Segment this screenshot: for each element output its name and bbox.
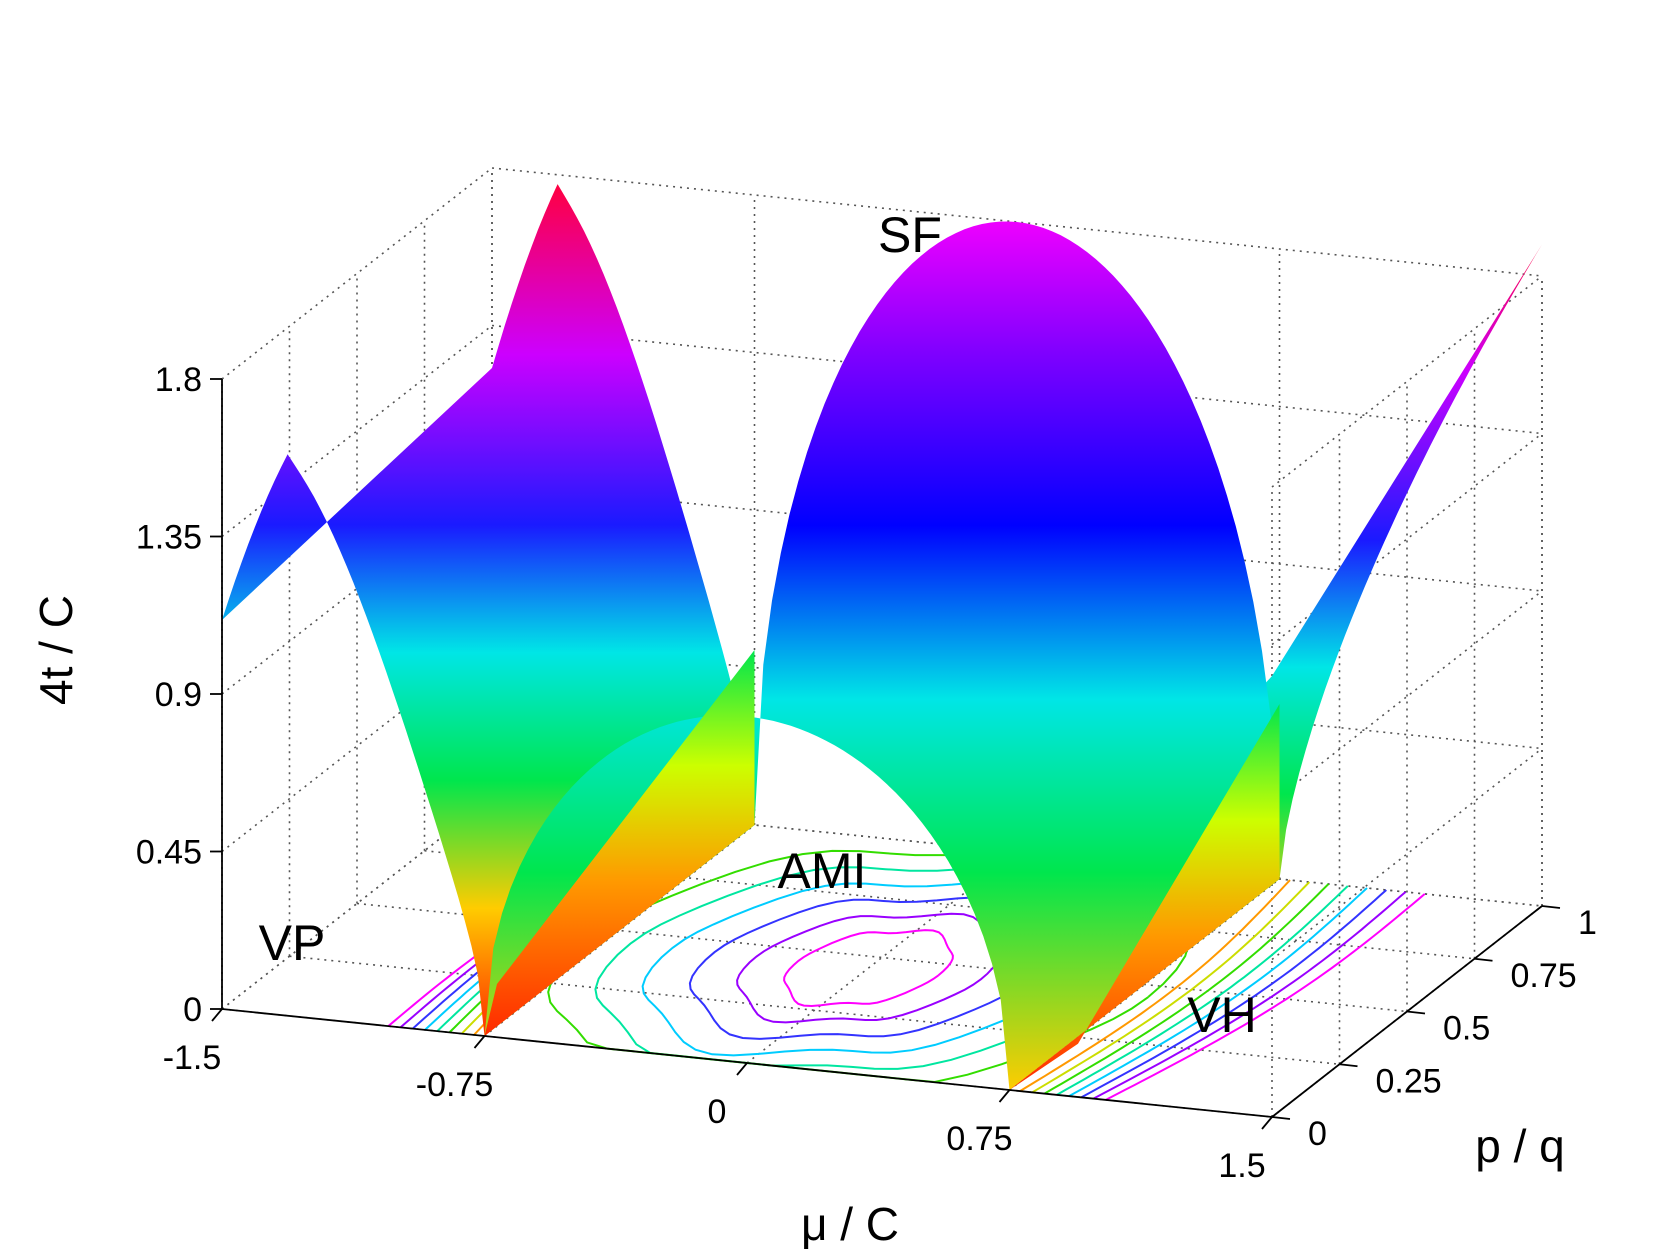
x-axis-tick (211, 1008, 223, 1022)
x-axis-tick (473, 1035, 486, 1049)
x-axis-tick (998, 1089, 1011, 1103)
grid-line (221, 639, 493, 853)
x-axis-tick (1261, 1116, 1273, 1130)
region-label-sf: SF (878, 207, 942, 263)
z-tick-label: 0.45 (136, 834, 202, 872)
surface-wall (484, 650, 755, 1036)
grid-line (1271, 747, 1543, 961)
surface-wall (1009, 704, 1280, 1090)
region-label-vp: VP (259, 915, 326, 971)
y-axis-tick (1339, 1063, 1358, 1068)
x-tick-label: 1.5 (1218, 1147, 1265, 1185)
contour-line (1068, 887, 1368, 1097)
y-tick-label: 0.75 (1511, 957, 1577, 995)
contour-line (1019, 879, 1291, 1092)
y-axis-label: p / q (1475, 1120, 1565, 1172)
y-tick-label: 0.5 (1443, 1010, 1490, 1048)
contour-line (1043, 883, 1330, 1095)
contour-line (1093, 891, 1407, 1100)
contour-line (783, 929, 954, 1008)
y-tick-label: 1 (1578, 904, 1597, 942)
labels: 4t / C μ / C p / q SF AMI VP VH (30, 207, 1565, 1250)
z-tick-label: 0 (183, 991, 202, 1029)
axes: 0 0.45 0.9 1.35 1.8 -1.5 -0.75 0 0.75 1.5 0 0.250.5… (136, 361, 1597, 1185)
region-label-vh: VH (1187, 987, 1256, 1043)
grid-line (221, 167, 493, 380)
y-tick-label: 0 (1308, 1115, 1327, 1153)
grid-line (221, 482, 493, 695)
x-tick-label: 0.75 (946, 1120, 1012, 1158)
x-tick-label: 0 (708, 1093, 727, 1131)
grid-line (491, 324, 1543, 435)
grid-line (491, 167, 1543, 277)
contour-line (1105, 893, 1426, 1101)
grid-line (1271, 590, 1543, 803)
surface-left-lobe (222, 184, 755, 1037)
x-axis-tick (736, 1062, 748, 1076)
z-axis-label: 4t / C (30, 595, 82, 705)
contour-line (1031, 881, 1311, 1094)
y-tick-label: 0.25 (1376, 1062, 1442, 1100)
z-tick-label: 1.35 (136, 519, 202, 557)
y-axis-tick (1474, 957, 1493, 962)
surface (222, 184, 1542, 1101)
grid-line (221, 797, 493, 1010)
grid-line (1271, 275, 1543, 488)
y-axis-tick (1271, 1116, 1291, 1120)
contour-line (1056, 885, 1349, 1096)
x-tick-label: -0.75 (416, 1066, 494, 1104)
region-label-ami: AMI (778, 843, 867, 899)
y-axis-tick (1541, 905, 1561, 909)
x-axis-label: μ / C (801, 1198, 899, 1250)
z-tick-label: 0.9 (155, 676, 202, 714)
z-tick-label: 1.8 (155, 361, 202, 399)
contour-line (1080, 889, 1387, 1099)
x-tick-label: -1.5 (163, 1039, 222, 1077)
y-axis-tick (1406, 1010, 1426, 1015)
grid-line (746, 851, 1018, 1064)
